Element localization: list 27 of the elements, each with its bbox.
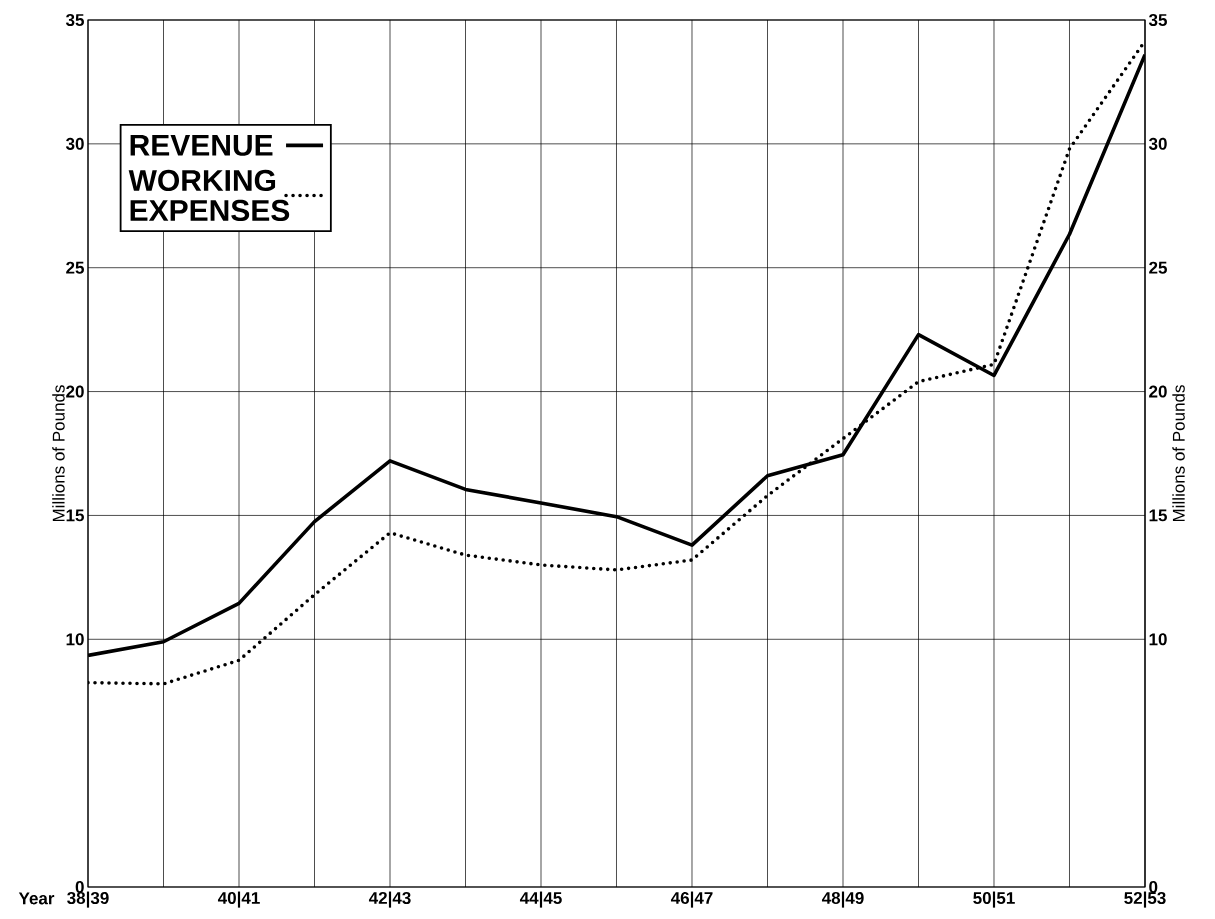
x-axis-title: Year xyxy=(18,892,55,905)
y-axis-title: Millions of Pounds xyxy=(52,385,65,522)
y-tick-label: 25 xyxy=(66,261,84,274)
x-tick-label: 42|43 xyxy=(368,891,411,908)
x-tick-label: 40|41 xyxy=(217,891,260,908)
y2-tick-label: 0 xyxy=(1149,880,1158,894)
y2-tick-label: 20 xyxy=(1149,385,1167,398)
x-tick-label: 38|39 xyxy=(67,891,109,908)
y-tick-label: 0 xyxy=(75,880,84,894)
y2-axis-title: Millions of Pounds xyxy=(1172,385,1185,522)
x-tick-label: 48|49 xyxy=(821,891,864,908)
y-tick-label: 15 xyxy=(66,509,84,522)
y-tick-label: 10 xyxy=(66,633,84,646)
y-tick-label: 35 xyxy=(65,13,84,27)
y2-tick-label: 35 xyxy=(1148,13,1167,27)
x-tick-label: 52|53 xyxy=(1124,891,1166,908)
x-tick-label: 50|51 xyxy=(973,891,1015,908)
x-tick-label: 46|47 xyxy=(670,891,713,908)
legend-label: REVENUE xyxy=(130,134,273,156)
y2-tick-label: 10 xyxy=(1149,633,1167,646)
x-tick-label: 44|45 xyxy=(519,891,562,908)
y-tick-label: 20 xyxy=(66,385,84,398)
y-tick-label: 30 xyxy=(65,137,84,150)
y2-tick-label: 25 xyxy=(1149,261,1167,274)
y2-tick-label: 30 xyxy=(1148,137,1167,150)
y2-tick-label: 15 xyxy=(1149,509,1167,522)
legend-label: WORKING EXPENSES xyxy=(128,169,290,222)
